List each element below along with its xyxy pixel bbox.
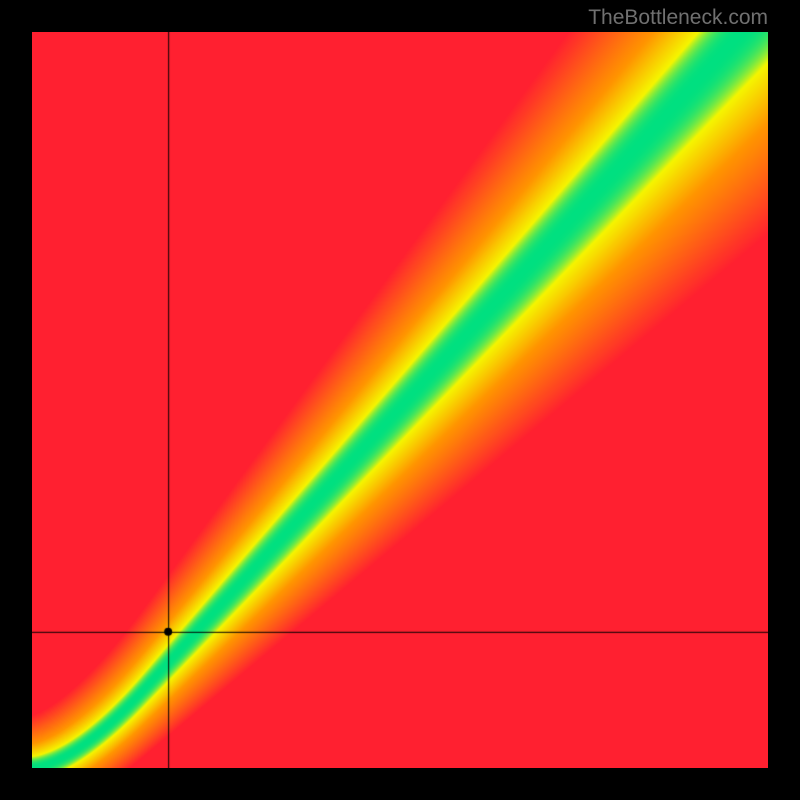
heatmap-canvas: [32, 32, 768, 768]
watermark-text: TheBottleneck.com: [588, 6, 768, 30]
heatmap-chart: [32, 32, 768, 768]
